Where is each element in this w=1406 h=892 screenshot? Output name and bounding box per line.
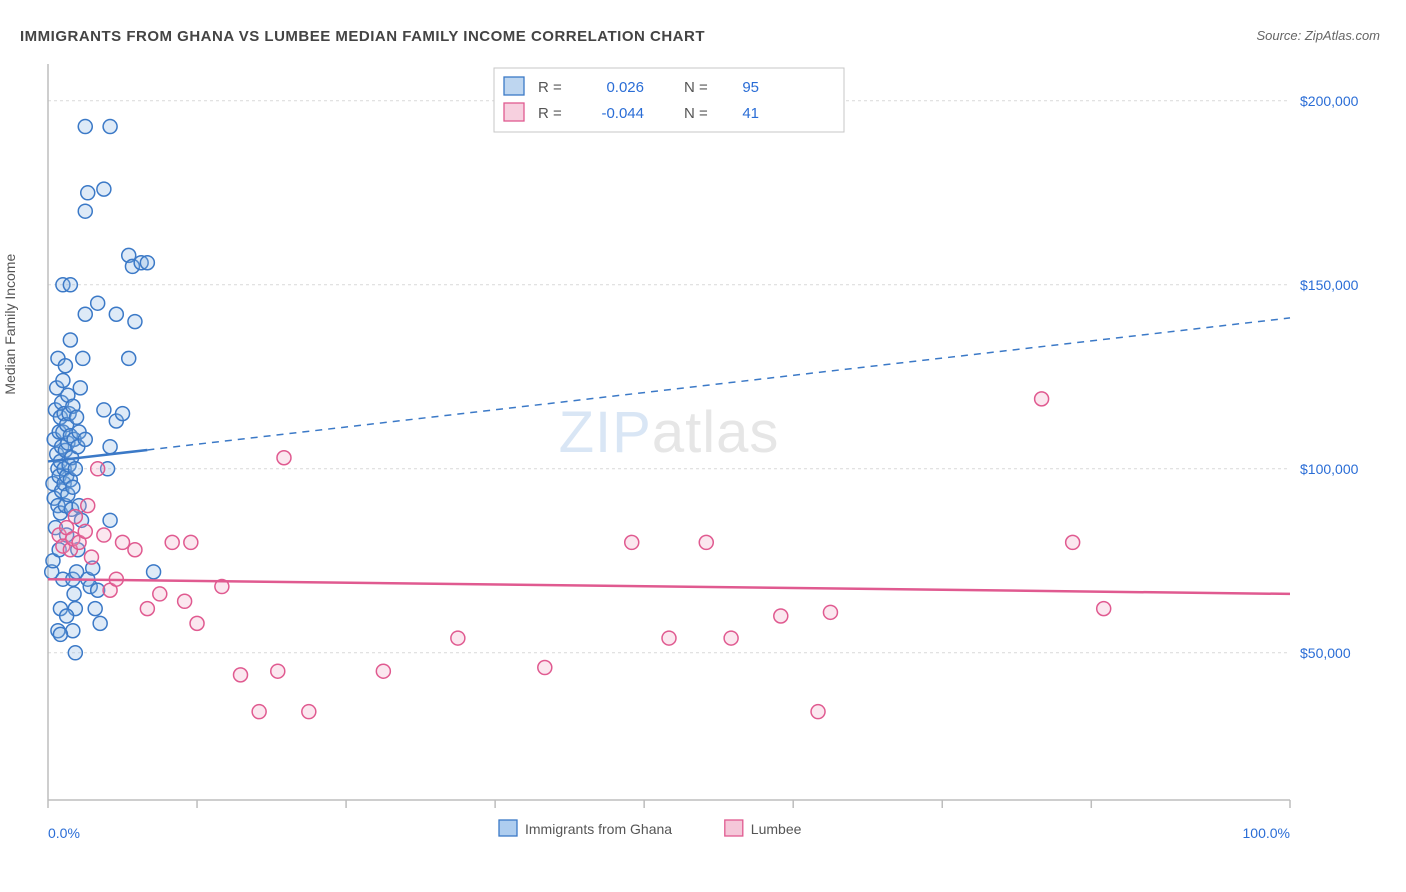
data-point	[88, 602, 102, 616]
chart-container: Median Family Income $50,000$100,000$150…	[20, 58, 1380, 856]
data-point	[70, 410, 84, 424]
data-point	[84, 550, 98, 564]
data-point	[252, 705, 266, 719]
data-point	[724, 631, 738, 645]
data-point	[376, 664, 390, 678]
chart-title: IMMIGRANTS FROM GHANA VS LUMBEE MEDIAN F…	[20, 28, 705, 45]
data-point	[78, 432, 92, 446]
data-point	[190, 616, 204, 630]
legend-r-value: 0.026	[606, 79, 644, 96]
y-tick-label: $150,000	[1300, 277, 1359, 293]
data-point	[302, 705, 316, 719]
y-tick-label: $100,000	[1300, 461, 1359, 477]
data-point	[147, 565, 161, 579]
data-point	[699, 535, 713, 549]
series-label: Immigrants from Ghana	[525, 821, 672, 837]
data-point	[153, 587, 167, 601]
x-tick-start: 0.0%	[48, 825, 80, 841]
data-point	[78, 307, 92, 321]
legend-n-value: 95	[742, 79, 759, 96]
data-point	[68, 510, 82, 524]
data-point	[128, 543, 142, 557]
data-point	[81, 499, 95, 513]
data-point	[103, 440, 117, 454]
data-point	[625, 535, 639, 549]
data-point	[68, 462, 82, 476]
correlation-legend	[494, 68, 844, 132]
data-point	[97, 528, 111, 542]
legend-swatch	[504, 77, 524, 95]
y-tick-label: $200,000	[1300, 93, 1359, 109]
data-point	[122, 351, 136, 365]
y-axis-label: Median Family Income	[2, 254, 18, 395]
data-point	[93, 616, 107, 630]
data-point	[103, 120, 117, 134]
data-point	[1066, 535, 1080, 549]
data-point	[823, 605, 837, 619]
legend-r-label: R =	[538, 105, 562, 122]
data-point	[774, 609, 788, 623]
data-point	[73, 381, 87, 395]
legend-n-value: 41	[742, 105, 759, 122]
series-label: Lumbee	[751, 821, 802, 837]
data-point	[277, 451, 291, 465]
data-point	[78, 120, 92, 134]
data-point	[184, 535, 198, 549]
data-point	[538, 661, 552, 675]
watermark: ZIPatlas	[559, 400, 780, 465]
data-point	[116, 407, 130, 421]
data-point	[97, 403, 111, 417]
scatter-chart: $50,000 $100,000 $150,000 $200,000 ZIPatlas 0…	[20, 58, 1380, 858]
data-point	[109, 307, 123, 321]
series-swatch	[499, 820, 517, 836]
data-point	[451, 631, 465, 645]
data-point	[178, 594, 192, 608]
data-point	[78, 204, 92, 218]
data-point	[271, 664, 285, 678]
data-point	[60, 609, 74, 623]
data-point	[97, 182, 111, 196]
legend-n-label: N =	[684, 105, 708, 122]
data-point	[128, 315, 142, 329]
source-label: Source: ZipAtlas.com	[1256, 28, 1380, 43]
data-point	[78, 524, 92, 538]
data-point	[91, 462, 105, 476]
x-tick-end: 100.0%	[1243, 825, 1290, 841]
data-point	[1035, 392, 1049, 406]
data-point	[63, 333, 77, 347]
data-point	[662, 631, 676, 645]
data-point	[234, 668, 248, 682]
data-point	[116, 535, 130, 549]
data-point	[103, 513, 117, 527]
data-point	[66, 480, 80, 494]
data-point	[76, 351, 90, 365]
data-point	[58, 359, 72, 373]
data-point	[67, 587, 81, 601]
y-tick-label: $50,000	[1300, 645, 1351, 661]
data-point	[1097, 602, 1111, 616]
data-point	[81, 186, 95, 200]
legend-r-value: -0.044	[601, 105, 644, 122]
legend-swatch	[504, 103, 524, 121]
data-point	[53, 627, 67, 641]
data-point	[165, 535, 179, 549]
legend-n-label: N =	[684, 79, 708, 96]
data-point	[63, 278, 77, 292]
data-point	[811, 705, 825, 719]
data-point	[56, 373, 70, 387]
data-point	[140, 256, 154, 270]
data-point	[91, 296, 105, 310]
data-point	[68, 646, 82, 660]
series-swatch	[725, 820, 743, 836]
legend-r-label: R =	[538, 79, 562, 96]
data-point	[140, 602, 154, 616]
